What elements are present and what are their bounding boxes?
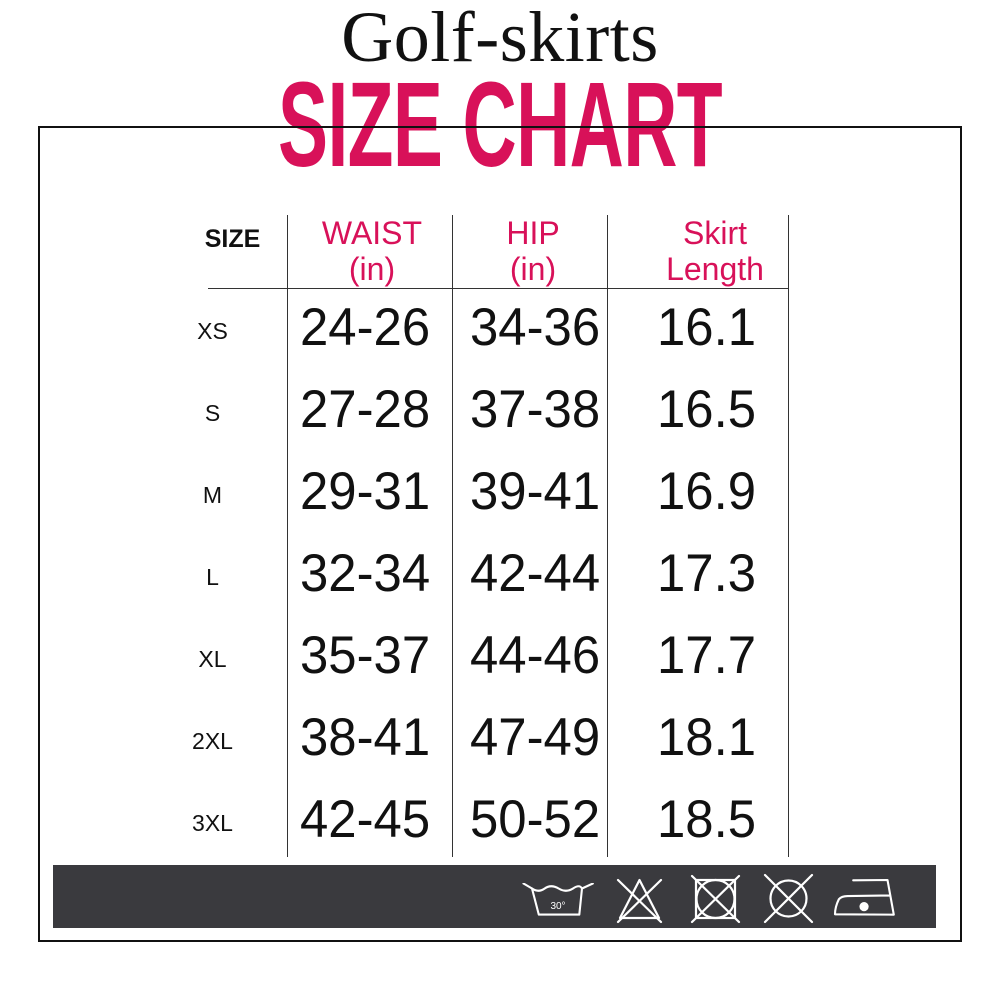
svg-text:30°: 30° bbox=[550, 901, 565, 912]
